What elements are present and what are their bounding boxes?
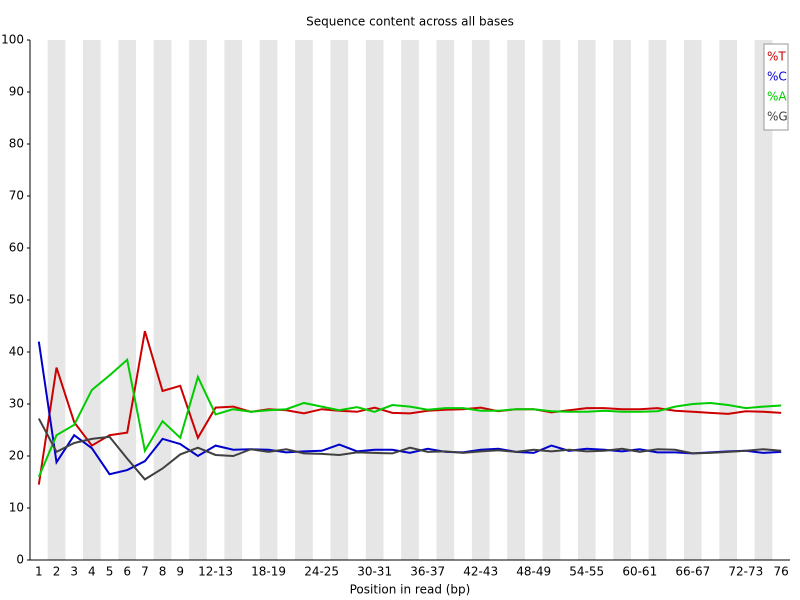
x-axis-label: Position in read (bp) [350, 583, 471, 597]
y-tick-label: 90 [9, 85, 24, 99]
x-tick-label: 9 [176, 565, 184, 579]
x-tick-label: 3 [70, 565, 78, 579]
y-tick-label: 40 [9, 345, 24, 359]
series-line [37, 330, 782, 485]
y-tick-label: 30 [9, 397, 24, 411]
legend-label: %T [767, 50, 786, 64]
stripe [295, 40, 313, 560]
y-tick-label: 50 [9, 293, 24, 307]
x-tick-label: 76 [774, 565, 789, 579]
y-tick-label: 70 [9, 189, 24, 203]
x-tick-label: 4 [88, 565, 96, 579]
stripe [83, 40, 101, 560]
x-tick-label: 36-37 [410, 565, 445, 579]
stripe [577, 40, 596, 560]
stripe [401, 40, 419, 560]
y-tick-label: 0 [16, 553, 24, 567]
series-line [37, 341, 782, 476]
x-tick-label: 66-67 [675, 565, 710, 579]
legend-label: %A [767, 90, 787, 104]
x-tick-label: 72-73 [728, 565, 763, 579]
stripe [47, 40, 66, 560]
y-tick-label: 80 [9, 137, 24, 151]
y-tick-label: 20 [9, 449, 24, 463]
legend-label: %C [767, 70, 787, 84]
x-tick-label: 6 [123, 565, 131, 579]
stripe [754, 40, 773, 560]
stripe [365, 40, 384, 560]
stripe [683, 40, 702, 560]
stripe [189, 40, 207, 560]
x-tick-label: 18-19 [251, 565, 286, 579]
x-tick-label: 24-25 [304, 565, 339, 579]
stripe [153, 40, 172, 560]
x-tick-label: 5 [106, 565, 114, 579]
stripe [330, 40, 349, 560]
stripe [507, 40, 525, 560]
stripe [224, 40, 243, 560]
x-tick-label: 30-31 [357, 565, 392, 579]
x-tick-label: 60-61 [622, 565, 657, 579]
x-tick-label: 12-13 [198, 565, 233, 579]
legend-box [763, 43, 789, 131]
x-tick-label: 1 [35, 565, 43, 579]
x-tick-label: 2 [53, 565, 61, 579]
stripe [542, 40, 561, 560]
series-line [37, 357, 782, 478]
stripe [613, 40, 631, 560]
chart-title: Sequence content across all bases [306, 15, 514, 29]
stripe [471, 40, 490, 560]
stripe [436, 40, 455, 560]
y-tick-label: 100 [1, 33, 24, 47]
legend-label: %G [767, 110, 788, 124]
stripe [118, 40, 137, 560]
x-tick-label: 42-43 [463, 565, 498, 579]
x-tick-label: 48-49 [516, 565, 551, 579]
y-tick-label: 60 [9, 241, 24, 255]
y-tick-label: 10 [9, 501, 24, 515]
stripe [259, 40, 278, 560]
stripe [719, 40, 737, 560]
x-tick-label: 8 [159, 565, 167, 579]
x-tick-label: 7 [141, 565, 149, 579]
series-line [37, 418, 782, 481]
x-tick-label: 54-55 [569, 565, 604, 579]
stripe [648, 40, 667, 560]
